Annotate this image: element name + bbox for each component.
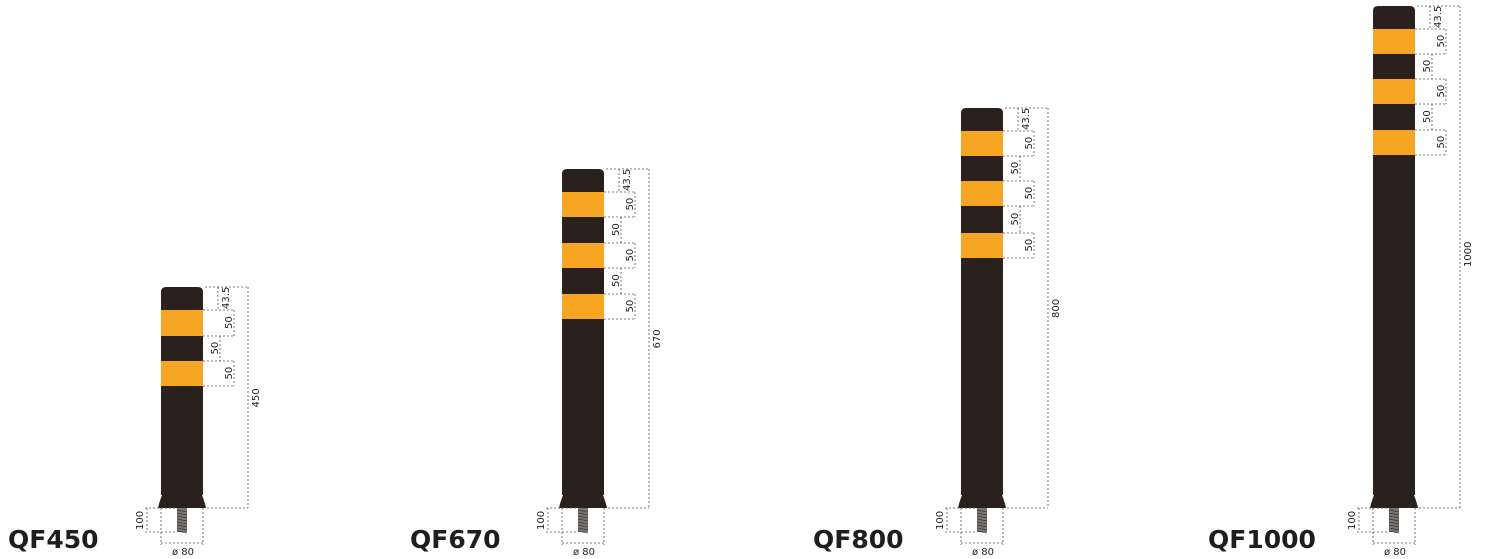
thread-line	[176, 521, 188, 525]
thread-line	[976, 530, 988, 534]
thread-line	[577, 512, 589, 516]
thread-line	[176, 515, 188, 519]
height-dimension-label: 450	[251, 388, 262, 407]
thread-line	[176, 509, 188, 513]
thread-line	[976, 524, 988, 528]
thread-line	[176, 512, 188, 516]
model-label: QF670	[410, 525, 501, 554]
model-label: QF450	[8, 525, 99, 554]
anchor-depth-label: 100	[1347, 511, 1358, 530]
band-dimension-label: 50	[1024, 239, 1035, 252]
thread-line	[976, 509, 988, 513]
reflective-band-2	[562, 243, 604, 268]
post-body	[562, 169, 604, 495]
band-dimension-label: 50	[1436, 85, 1447, 98]
height-dimension-label: 670	[652, 329, 663, 348]
thread-line	[176, 527, 188, 531]
diameter-label: ø 80	[573, 547, 595, 558]
post-body	[161, 287, 203, 495]
band-dimension-label: 50	[1024, 137, 1035, 150]
thread-line	[976, 515, 988, 519]
thread-line	[577, 527, 589, 531]
band-dimension-label: 50	[625, 198, 636, 211]
anchor-depth-label: 100	[135, 511, 146, 530]
anchor-thread	[976, 508, 988, 534]
thread-line	[577, 509, 589, 513]
reflective-band-3	[961, 233, 1003, 258]
anchor-thread	[577, 508, 589, 534]
thread-line	[976, 527, 988, 531]
thread-line	[1388, 530, 1400, 534]
thread-line	[1388, 515, 1400, 519]
thread-line	[577, 521, 589, 525]
post-body	[961, 108, 1003, 495]
thread-line	[1388, 524, 1400, 528]
band-dimension-label: 50	[1024, 187, 1035, 200]
reflective-band-2	[1373, 79, 1415, 104]
band-dimension-label: 50	[625, 300, 636, 313]
thread-line	[1388, 509, 1400, 513]
gap-dimension-label: 50	[1010, 213, 1021, 226]
thread-line	[1388, 512, 1400, 516]
thread-line	[577, 530, 589, 534]
reflective-band-1	[1373, 29, 1415, 54]
thread-line	[1388, 521, 1400, 525]
anchor-thread	[176, 508, 188, 534]
thread-line	[976, 512, 988, 516]
reflective-band-2	[961, 181, 1003, 206]
top-gap-label: 43.5	[221, 287, 232, 309]
diameter-label: ø 80	[1384, 547, 1406, 558]
thread-line	[176, 524, 188, 528]
thread-line	[1388, 518, 1400, 522]
band-dimension-label: 50	[224, 367, 235, 380]
anchor-depth-label: 100	[935, 511, 946, 530]
band-dimension-label: 50	[224, 316, 235, 329]
thread-line	[577, 524, 589, 528]
gap-dimension-label: 50	[1422, 60, 1433, 73]
reflective-band-2	[161, 361, 203, 386]
thread-line	[176, 518, 188, 522]
gap-dimension-label: 50	[1422, 110, 1433, 123]
post-base	[559, 495, 607, 508]
thread-line	[176, 530, 188, 534]
model-label: QF800	[813, 525, 904, 554]
gap-dimension-label: 50	[611, 223, 622, 236]
band-dimension-label: 50	[1436, 35, 1447, 48]
top-gap-label: 43.5	[1021, 108, 1032, 130]
post-base	[1370, 495, 1418, 508]
model-label: QF1000	[1208, 525, 1316, 554]
reflective-band-3	[1373, 130, 1415, 155]
diameter-label: ø 80	[972, 547, 994, 558]
anchor-depth-label: 100	[536, 511, 547, 530]
gap-dimension-label: 50	[611, 274, 622, 287]
thread-line	[976, 518, 988, 522]
thread-line	[976, 521, 988, 525]
post-body	[1373, 6, 1415, 495]
thread-line	[577, 515, 589, 519]
gap-dimension-label: 50	[1010, 162, 1021, 175]
post-base	[158, 495, 206, 508]
thread-line	[1388, 527, 1400, 531]
top-gap-label: 43.5	[1433, 6, 1444, 28]
reflective-band-1	[161, 310, 203, 336]
height-dimension-label: 800	[1051, 299, 1062, 318]
anchor-thread	[1388, 508, 1400, 534]
gap-dimension-label: 50	[210, 342, 221, 355]
thread-line	[577, 518, 589, 522]
height-dimension-label: 1000	[1463, 242, 1474, 267]
top-gap-label: 43.5	[622, 169, 633, 191]
band-dimension-label: 50	[625, 249, 636, 262]
reflective-band-1	[562, 192, 604, 217]
reflective-band-1	[961, 131, 1003, 156]
band-dimension-label: 50	[1436, 136, 1447, 149]
diameter-label: ø 80	[172, 547, 194, 558]
reflective-band-3	[562, 294, 604, 319]
post-base	[958, 495, 1006, 508]
